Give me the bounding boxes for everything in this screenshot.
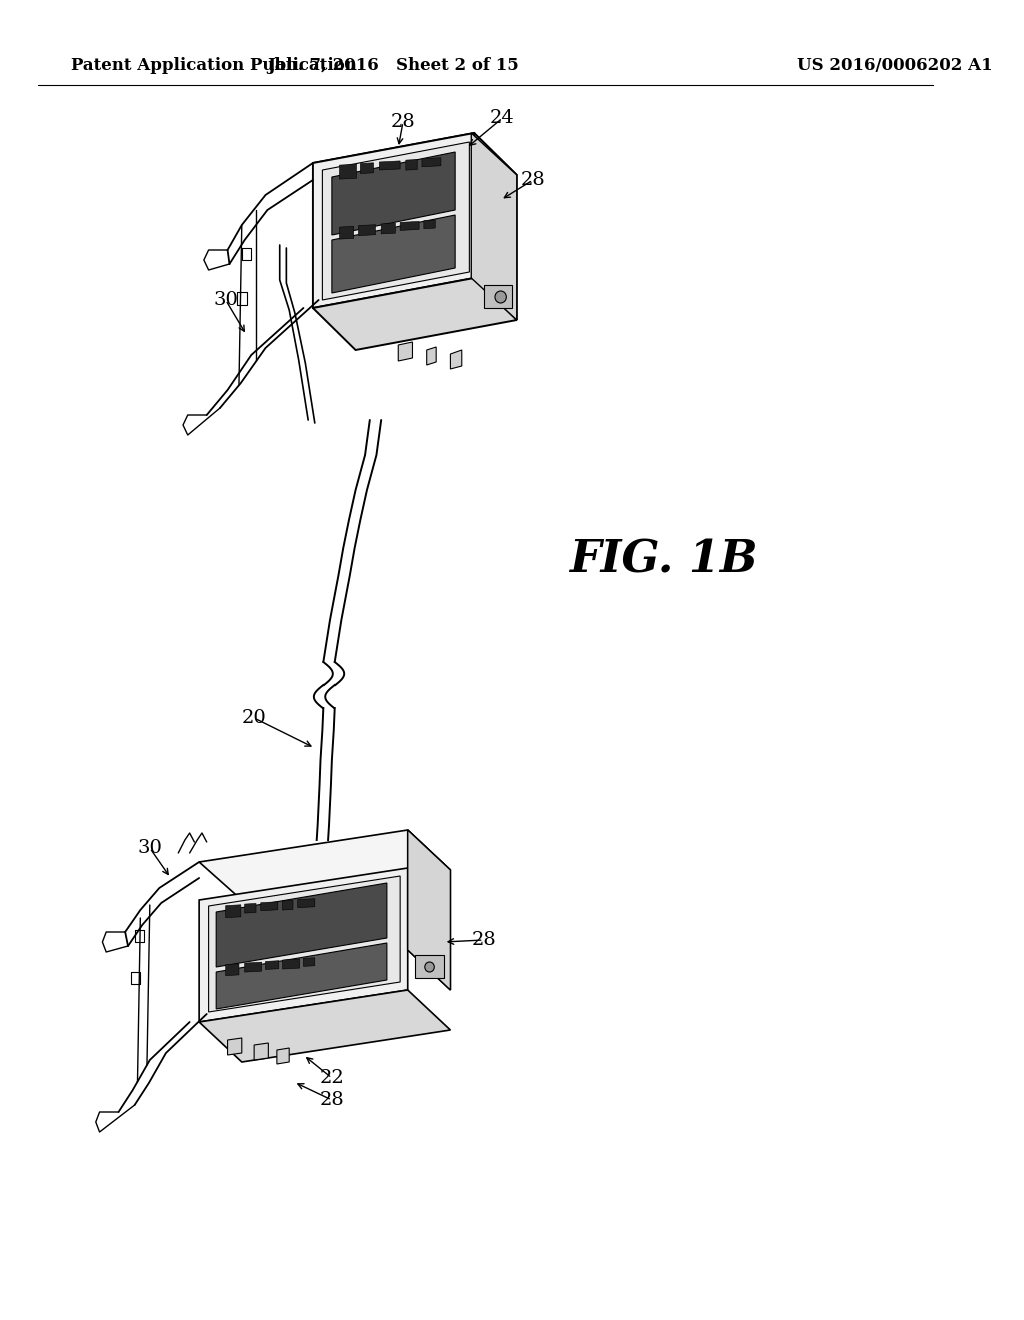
- Polygon shape: [483, 285, 512, 308]
- Text: FIG. 1B: FIG. 1B: [569, 539, 758, 582]
- Polygon shape: [400, 222, 419, 231]
- Text: 28: 28: [471, 931, 496, 949]
- Polygon shape: [406, 160, 417, 170]
- Polygon shape: [424, 220, 435, 228]
- Polygon shape: [216, 883, 387, 968]
- Polygon shape: [474, 133, 517, 319]
- Text: 28: 28: [520, 172, 545, 189]
- Polygon shape: [323, 143, 469, 300]
- Circle shape: [425, 962, 434, 972]
- Polygon shape: [261, 902, 278, 911]
- Text: Patent Application Publication: Patent Application Publication: [71, 57, 357, 74]
- Polygon shape: [245, 962, 262, 972]
- Polygon shape: [265, 961, 279, 969]
- Polygon shape: [379, 161, 400, 170]
- Polygon shape: [199, 990, 451, 1063]
- Polygon shape: [332, 215, 455, 293]
- Text: 24: 24: [490, 110, 515, 127]
- Text: 30: 30: [137, 840, 162, 857]
- Polygon shape: [471, 133, 517, 319]
- Polygon shape: [225, 964, 239, 975]
- Text: 28: 28: [390, 114, 416, 131]
- Polygon shape: [199, 830, 451, 900]
- Polygon shape: [199, 869, 408, 1022]
- Polygon shape: [209, 876, 400, 1012]
- Polygon shape: [313, 279, 517, 350]
- Polygon shape: [283, 960, 300, 969]
- Polygon shape: [225, 904, 241, 917]
- Polygon shape: [408, 830, 451, 990]
- Polygon shape: [254, 1043, 268, 1060]
- Polygon shape: [245, 903, 256, 913]
- Polygon shape: [313, 133, 517, 207]
- Polygon shape: [451, 350, 462, 370]
- Polygon shape: [298, 899, 314, 908]
- Polygon shape: [358, 224, 376, 235]
- Polygon shape: [313, 133, 474, 308]
- Text: Jan. 7, 2016   Sheet 2 of 15: Jan. 7, 2016 Sheet 2 of 15: [267, 57, 519, 74]
- Polygon shape: [381, 223, 395, 234]
- Text: US 2016/0006202 A1: US 2016/0006202 A1: [797, 57, 992, 74]
- Polygon shape: [283, 900, 293, 909]
- Polygon shape: [408, 830, 451, 990]
- Polygon shape: [332, 152, 455, 235]
- Polygon shape: [227, 1038, 242, 1055]
- Polygon shape: [360, 162, 374, 173]
- Text: 22: 22: [319, 1069, 344, 1086]
- Polygon shape: [340, 164, 356, 180]
- Circle shape: [495, 290, 506, 304]
- Polygon shape: [422, 158, 441, 166]
- Text: 20: 20: [242, 709, 266, 727]
- Polygon shape: [340, 226, 353, 239]
- Polygon shape: [216, 942, 387, 1008]
- Text: 30: 30: [213, 290, 239, 309]
- Text: 28: 28: [319, 1092, 344, 1109]
- Polygon shape: [398, 342, 413, 360]
- Polygon shape: [427, 347, 436, 366]
- Polygon shape: [303, 958, 314, 966]
- Polygon shape: [276, 1048, 289, 1064]
- Polygon shape: [416, 954, 443, 978]
